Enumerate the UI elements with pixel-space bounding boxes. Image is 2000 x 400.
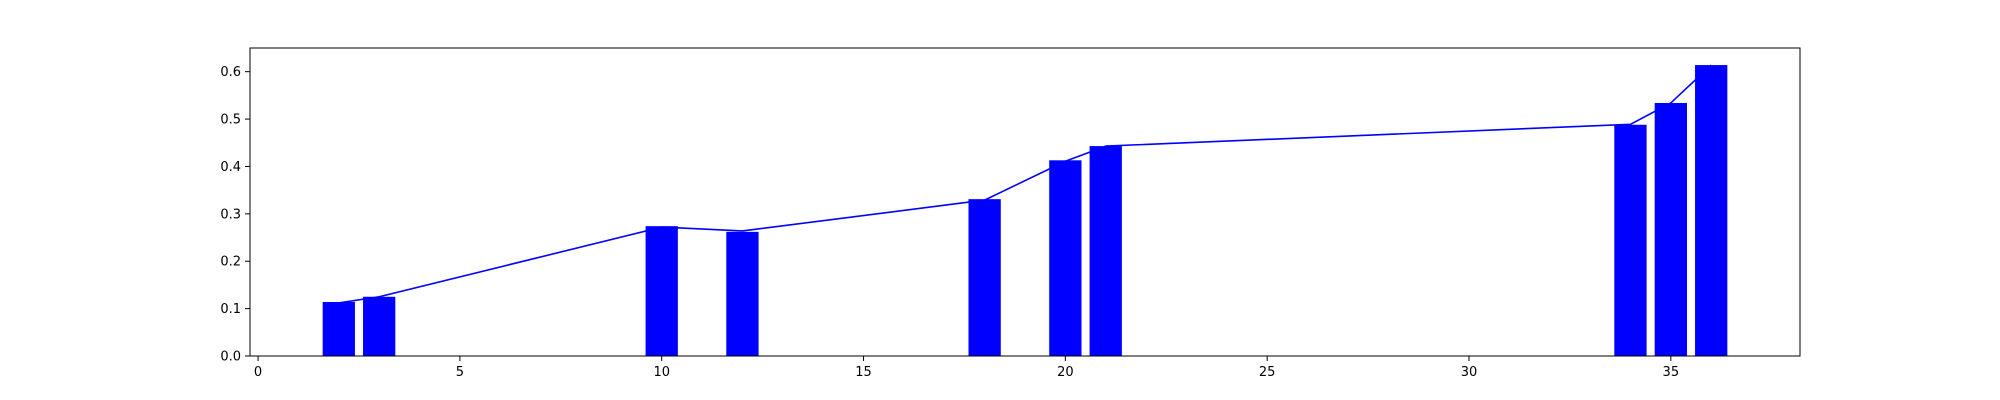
x-tick-label: 35 — [1663, 365, 1680, 380]
bar — [968, 199, 1001, 356]
y-tick-label: 0.2 — [220, 255, 241, 270]
bar — [1049, 160, 1082, 356]
y-tick-label: 0.0 — [220, 350, 241, 365]
series-line — [338, 64, 1712, 304]
x-tick-label: 30 — [1461, 365, 1478, 380]
y-tick-label: 0.3 — [220, 207, 241, 222]
bar — [363, 296, 396, 356]
x-tick-label: 5 — [456, 365, 464, 380]
bar — [322, 301, 355, 356]
x-tick-label: 10 — [653, 365, 670, 380]
y-tick-label: 0.1 — [220, 302, 241, 317]
y-tick-label: 0.4 — [220, 160, 241, 175]
x-tick-label: 0 — [254, 365, 262, 380]
x-tick-label: 25 — [1259, 365, 1276, 380]
plot-frame — [249, 47, 1801, 357]
y-tick-label: 0.5 — [220, 113, 241, 128]
bar — [1695, 65, 1728, 356]
x-tick-label: 20 — [1057, 365, 1074, 380]
x-tick-label: 15 — [855, 365, 872, 380]
axes-layer: 0 5 10 15 20 25 30 35 0.0 0.1 0.2 0.3 0.4 0.5 0.6 — [220, 65, 1679, 380]
bar — [645, 226, 678, 356]
plot-layer — [322, 64, 1728, 356]
y-tick-label: 0.6 — [220, 65, 241, 80]
bar — [726, 231, 759, 356]
bar — [1614, 124, 1647, 356]
bar — [1654, 102, 1687, 356]
bar — [1089, 146, 1122, 356]
